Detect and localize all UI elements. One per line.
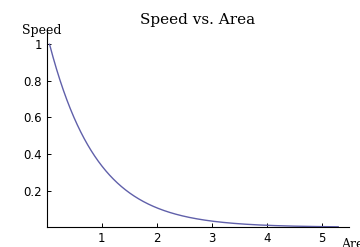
Text: Speed: Speed bbox=[22, 24, 62, 37]
Text: Area: Area bbox=[341, 238, 360, 247]
Title: Speed vs. Area: Speed vs. Area bbox=[140, 13, 256, 27]
